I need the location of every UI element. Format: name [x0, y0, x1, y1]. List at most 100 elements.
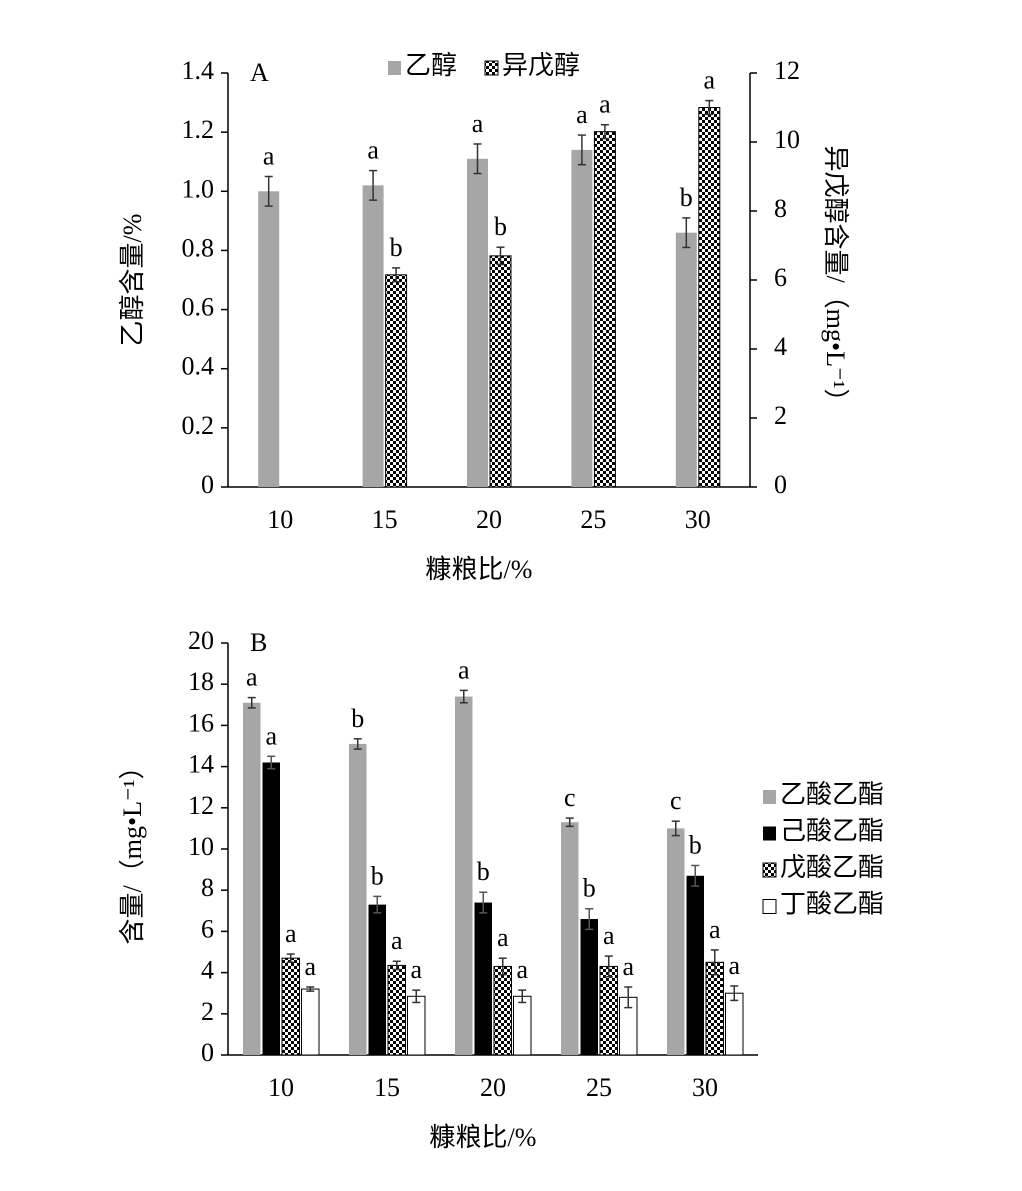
error-bar: [600, 124, 609, 140]
panel-title: A: [250, 58, 269, 87]
error-bar: [682, 217, 691, 249]
bar: [349, 743, 367, 1055]
y-axis-title: 乙醇含量/%: [118, 214, 147, 347]
significance-label: a: [576, 100, 588, 129]
bar: [667, 828, 685, 1055]
panel-title: B: [250, 628, 267, 657]
y-axis-title: 含量/（mg•L⁻¹）: [118, 754, 147, 945]
significance-label: a: [497, 923, 509, 952]
error-bar: [286, 953, 295, 964]
bar: [474, 902, 492, 1055]
y2-tick-label: 6: [774, 263, 787, 292]
significance-label: a: [603, 921, 615, 950]
bar: [362, 185, 384, 487]
significance-label: a: [304, 952, 316, 981]
bar: [513, 995, 532, 1056]
significance-label: a: [391, 926, 403, 955]
legend-label: 丁酸乙酯: [780, 889, 884, 918]
x-tick-label: 30: [692, 1073, 718, 1102]
error-bar: [473, 143, 482, 175]
legend-swatch: [763, 790, 776, 804]
bar: [262, 762, 280, 1055]
significance-label: a: [704, 66, 716, 95]
bar: [705, 961, 724, 1056]
significance-label: a: [285, 919, 297, 948]
significance-label: a: [728, 951, 740, 980]
x-tick-label: 15: [374, 1073, 400, 1102]
legend-label: 乙醇: [405, 51, 457, 80]
error-bar: [479, 891, 488, 914]
significance-label: a: [599, 90, 611, 119]
legend-swatch: [762, 899, 777, 914]
bar: [387, 964, 406, 1056]
y2-tick-label: 4: [774, 332, 787, 361]
error-bar: [624, 986, 633, 1009]
bar: [675, 232, 697, 487]
significance-label: a: [472, 109, 484, 138]
bar: [698, 107, 721, 488]
legend-swatch: [484, 60, 499, 76]
y-tick-label: 1.0: [182, 174, 215, 203]
significance-label: a: [263, 141, 275, 170]
error-bar: [247, 696, 256, 709]
y-tick-label: 10: [188, 832, 214, 861]
bar: [281, 957, 300, 1056]
significance-label: b: [494, 212, 507, 241]
bar: [725, 992, 744, 1056]
bar: [385, 274, 408, 488]
y-tick-label: 20: [188, 626, 214, 655]
y-tick-label: 1.4: [182, 56, 215, 85]
y2-tick-label: 10: [774, 125, 800, 154]
y-tick-label: 0.4: [182, 352, 215, 381]
error-bar: [496, 246, 505, 266]
significance-label: b: [351, 704, 364, 733]
error-bar: [671, 820, 680, 837]
error-bar: [392, 267, 401, 283]
significance-label: b: [689, 830, 702, 859]
bar: [368, 904, 386, 1055]
x-axis-title: 糠粮比/%: [426, 555, 533, 584]
error-bar: [267, 755, 276, 770]
error-bar: [498, 957, 507, 976]
legend-swatch: [763, 826, 776, 841]
y-tick-label: 1.2: [182, 115, 215, 144]
y2-axis-title: 异戊醇含量/（mg•L⁻¹）: [821, 146, 850, 415]
y-tick-label: 2: [201, 997, 214, 1026]
bar: [455, 696, 473, 1055]
y-tick-label: 12: [188, 791, 214, 820]
bar: [489, 255, 512, 488]
x-tick-label: 20: [480, 1073, 506, 1102]
bar: [599, 965, 618, 1056]
bar: [407, 995, 426, 1056]
legend-swatch: [388, 61, 401, 75]
error-bar: [373, 895, 382, 914]
bar: [686, 875, 704, 1055]
error-bar: [353, 738, 362, 750]
significance-label: a: [622, 952, 634, 981]
bar: [493, 965, 512, 1056]
significance-label: a: [709, 915, 721, 944]
y-tick-label: 0: [201, 1038, 214, 1067]
x-tick-label: 25: [580, 505, 606, 534]
significance-label: c: [564, 783, 576, 812]
y-tick-label: 0.6: [182, 293, 215, 322]
y2-tick-label: 2: [774, 401, 787, 430]
x-tick-label: 15: [372, 505, 398, 534]
y-tick-label: 14: [188, 750, 214, 779]
legend-label: 乙酸乙酯: [780, 780, 884, 809]
y-tick-label: 0.2: [182, 411, 215, 440]
significance-label: b: [477, 857, 490, 886]
y-tick-label: 8: [201, 873, 214, 902]
legend-swatch: [762, 862, 777, 878]
error-bar: [691, 864, 700, 887]
significance-label: b: [390, 233, 403, 262]
bar: [243, 702, 261, 1055]
significance-label: a: [246, 663, 258, 692]
significance-label: b: [371, 861, 384, 890]
significance-label: a: [516, 955, 528, 984]
bar: [467, 158, 488, 487]
bar: [593, 131, 616, 488]
legend-label: 己酸乙酯: [780, 816, 884, 845]
